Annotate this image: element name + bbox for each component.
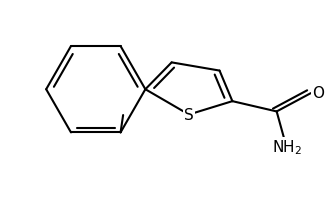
- Text: O: O: [312, 85, 324, 100]
- Text: NH$_2$: NH$_2$: [272, 138, 303, 156]
- Text: S: S: [184, 108, 194, 122]
